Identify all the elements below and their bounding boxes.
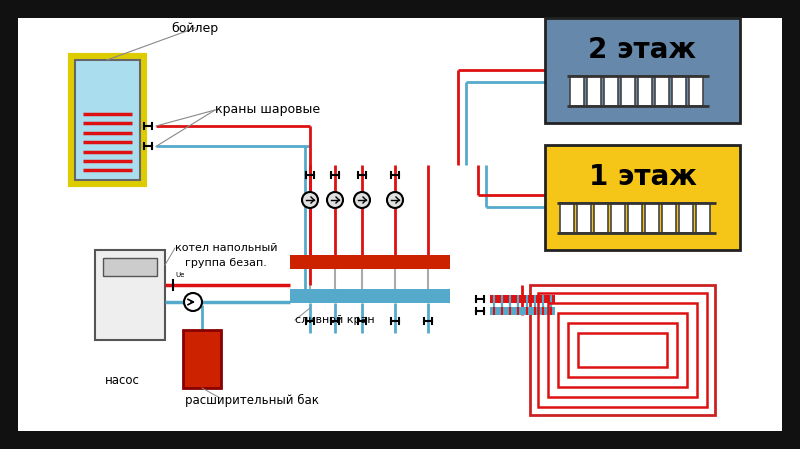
Bar — [548, 303, 697, 397]
Bar — [594, 203, 608, 233]
Bar — [183, 330, 221, 388]
Text: группа безап.: группа безап. — [185, 258, 267, 268]
Bar — [530, 285, 715, 415]
Bar — [568, 323, 677, 377]
Bar — [490, 295, 555, 303]
Bar — [672, 76, 686, 106]
Bar — [645, 203, 659, 233]
Bar — [696, 203, 710, 233]
Bar — [103, 258, 157, 276]
Text: насос: насос — [105, 374, 140, 387]
Bar — [95, 250, 165, 340]
Bar — [490, 307, 555, 315]
Bar — [70, 55, 145, 185]
Bar — [662, 203, 676, 233]
Bar — [538, 293, 707, 407]
Bar — [290, 289, 450, 303]
Circle shape — [387, 192, 403, 208]
Bar — [679, 203, 693, 233]
Text: котел напольный: котел напольный — [175, 243, 278, 253]
Bar — [611, 203, 625, 233]
Bar — [628, 203, 642, 233]
Circle shape — [184, 293, 202, 311]
Bar — [638, 76, 652, 106]
Circle shape — [327, 192, 343, 208]
Text: сливной кран: сливной кран — [295, 315, 374, 325]
Text: краны шаровые: краны шаровые — [215, 104, 320, 116]
Bar — [655, 76, 669, 106]
Bar — [577, 203, 591, 233]
Bar — [689, 76, 703, 106]
Bar — [621, 76, 635, 106]
Circle shape — [302, 192, 318, 208]
Bar — [578, 333, 667, 367]
Bar — [545, 145, 740, 250]
Bar — [604, 76, 618, 106]
Bar — [560, 203, 574, 233]
Text: 1 этаж: 1 этаж — [589, 163, 697, 191]
Bar — [558, 313, 687, 387]
Text: 2 этаж: 2 этаж — [589, 36, 697, 64]
Circle shape — [354, 192, 370, 208]
Bar — [570, 76, 584, 106]
Text: расширительный бак: расширительный бак — [185, 393, 319, 406]
Bar — [587, 76, 601, 106]
Text: Ue: Ue — [175, 272, 184, 278]
Bar — [75, 60, 140, 180]
Bar — [290, 255, 450, 269]
Bar — [545, 18, 740, 123]
Text: бойлер: бойлер — [171, 22, 218, 35]
